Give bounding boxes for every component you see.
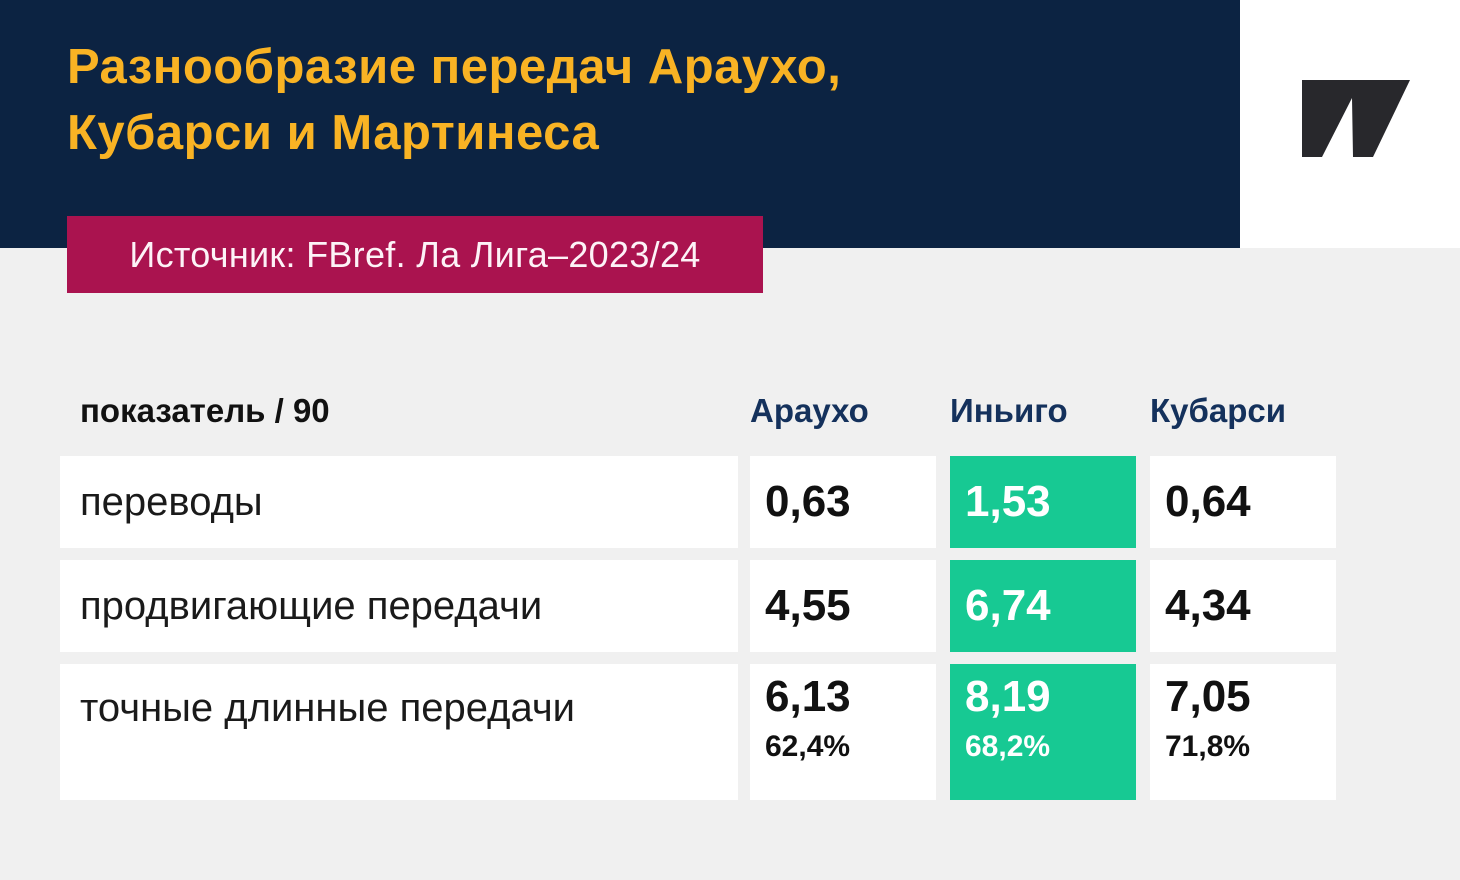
row-label-switches: переводы	[60, 456, 738, 548]
value-long-passes-araujo: 6,13 62,4%	[750, 664, 936, 800]
value-long-passes-cubarsi: 7,05 71,8%	[1150, 664, 1336, 800]
column-header-inigo: Иньиго	[950, 392, 1068, 429]
column-header-cubarsi: Кубарси	[1150, 392, 1287, 429]
brand-w-icon	[1302, 80, 1410, 157]
value-switches-inigo: 1,53	[950, 456, 1136, 548]
table-header-row: показатель / 90 Араухо Иньиго Кубарси	[0, 392, 1460, 436]
long-passes-percent: 68,2%	[965, 730, 1051, 763]
value-switches-cubarsi: 0,64	[1150, 456, 1336, 548]
long-passes-percent: 62,4%	[765, 730, 851, 763]
metric-column-header: показатель / 90	[80, 392, 330, 429]
value-progressive-inigo: 6,74	[950, 560, 1136, 652]
brand-logo-box	[1240, 0, 1460, 248]
page-title-line-2: Кубарси и Мартинеса	[67, 106, 600, 160]
long-passes-value: 6,13	[765, 672, 851, 721]
long-passes-percent: 71,8%	[1165, 730, 1251, 763]
long-passes-value: 8,19	[965, 672, 1051, 721]
value-progressive-cubarsi: 4,34	[1150, 560, 1336, 652]
header-banner: Разнообразие передач Араухо, Кубарси и М…	[0, 0, 1240, 248]
column-header-araujo: Араухо	[750, 392, 869, 429]
row-label-progressive-passes: продвигающие передачи	[60, 560, 738, 652]
page-title-line-1: Разнообразие передач Араухо,	[67, 40, 842, 94]
value-switches-araujo: 0,63	[750, 456, 936, 548]
long-passes-value: 7,05	[1165, 672, 1251, 721]
source-badge: Источник: FBref. Ла Лига–2023/24	[67, 216, 763, 293]
row-label-accurate-long-passes: точные длинные передачи	[60, 664, 738, 800]
value-progressive-araujo: 4,55	[750, 560, 936, 652]
source-badge-label: Источник: FBref. Ла Лига–2023/24	[129, 233, 701, 275]
value-long-passes-inigo: 8,19 68,2%	[950, 664, 1136, 800]
page-title: Разнообразие передач Араухо, Кубарси и М…	[67, 34, 841, 166]
